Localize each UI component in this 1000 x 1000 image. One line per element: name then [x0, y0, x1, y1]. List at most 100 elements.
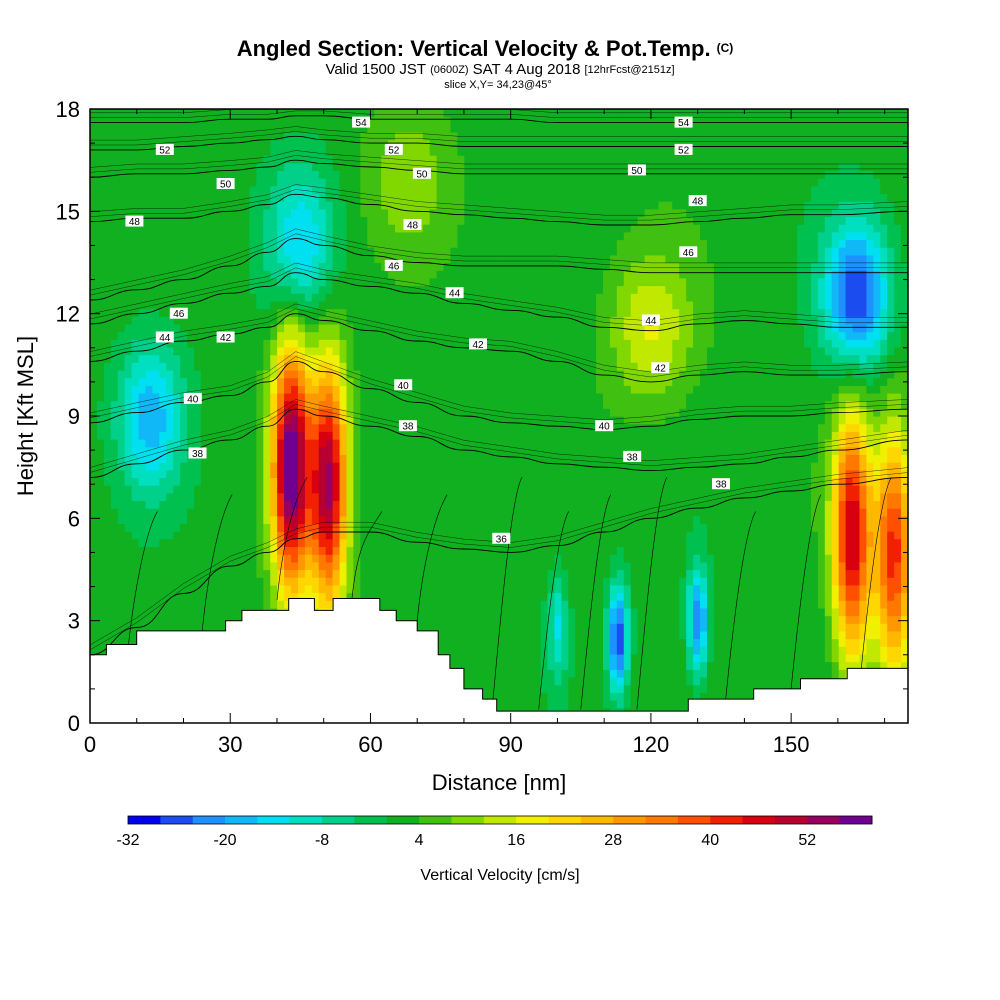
field-cell: [187, 247, 195, 256]
field-cell: [214, 392, 223, 402]
field-cell: [492, 492, 500, 502]
field-cell: [353, 385, 361, 394]
field-cell: [124, 254, 133, 264]
field-cell: [339, 170, 348, 179]
field-cell: [325, 469, 334, 479]
field-cell: [318, 554, 327, 563]
field-cell: [436, 408, 445, 417]
field-cell: [256, 500, 264, 509]
field-cell: [187, 454, 195, 463]
field-cell: [304, 270, 313, 279]
field-cell: [325, 323, 334, 333]
field-cell: [311, 270, 320, 279]
field-cell: [207, 508, 216, 517]
field-cell: [388, 277, 396, 287]
field-cell: [193, 431, 202, 440]
field-cell: [103, 262, 112, 271]
field-cell: [96, 630, 105, 640]
field-cell: [429, 109, 438, 118]
field-cell: [297, 193, 306, 202]
field-cell: [124, 300, 133, 310]
field-cell: [124, 285, 133, 294]
field-cell: [152, 561, 160, 571]
field-cell: [492, 684, 500, 693]
field-cell: [228, 615, 237, 624]
field-cell: [395, 339, 403, 348]
field-cell: [492, 277, 500, 287]
field-cell: [159, 615, 167, 624]
field-cell: [200, 477, 209, 486]
field-cell: [187, 385, 195, 394]
field-cell: [485, 661, 493, 670]
field-cell: [450, 277, 458, 287]
field-cell: [457, 331, 465, 340]
field-cell: [145, 362, 153, 371]
field-cell: [443, 577, 452, 586]
field-cell: [346, 477, 355, 486]
field-cell: [388, 584, 396, 594]
field-cell: [325, 208, 334, 218]
field-cell: [381, 185, 389, 195]
field-cell: [436, 477, 445, 486]
field-cell: [117, 346, 126, 356]
field-cell: [166, 531, 174, 540]
field-cell: [422, 623, 431, 632]
field-cell: [297, 500, 306, 509]
field-cell: [325, 569, 334, 578]
field-cell: [360, 216, 368, 225]
field-cell: [304, 584, 313, 594]
field-cell: [471, 385, 479, 394]
field-cell: [353, 339, 361, 348]
field-cell: [388, 439, 396, 448]
field-cell: [235, 201, 244, 210]
field-cell: [96, 492, 105, 502]
field-cell: [499, 254, 507, 264]
field-cell: [318, 538, 327, 548]
field-cell: [214, 132, 223, 141]
field-cell: [207, 515, 216, 525]
field-cell: [478, 523, 486, 532]
field-cell: [249, 170, 257, 179]
field-cell: [297, 554, 306, 563]
field-cell: [110, 385, 119, 394]
field-cell: [318, 339, 327, 348]
field-cell: [346, 185, 355, 195]
field-cell: [193, 515, 202, 525]
field-cell: [339, 362, 348, 371]
field-cell: [138, 132, 147, 141]
field-cell: [291, 216, 299, 225]
field-cell: [492, 346, 500, 356]
field-cell: [485, 692, 493, 701]
field-cell: [131, 147, 140, 156]
field-cell: [485, 178, 493, 187]
field-cell: [173, 508, 181, 517]
field-cell: [90, 431, 98, 440]
field-cell: [131, 178, 140, 187]
field-cell: [124, 577, 133, 586]
field-cell: [353, 323, 361, 333]
field-cell: [464, 669, 472, 678]
field-cell: [193, 139, 202, 148]
field-cell: [318, 124, 327, 133]
field-cell: [145, 293, 153, 302]
field-cell: [297, 538, 306, 548]
field-cell: [124, 231, 133, 241]
field-cell: [395, 523, 403, 532]
field-cell: [256, 247, 264, 256]
field-cell: [332, 147, 341, 156]
field-cell: [200, 515, 209, 525]
field-cell: [408, 155, 417, 164]
field-cell: [450, 385, 458, 394]
field-cell: [277, 600, 285, 609]
field-cell: [381, 124, 389, 133]
field-cell: [249, 392, 257, 402]
field-cell: [381, 339, 389, 348]
field-cell: [159, 116, 167, 125]
field-cell: [443, 592, 452, 601]
field-cell: [173, 492, 181, 502]
field-cell: [90, 469, 98, 479]
field-cell: [422, 385, 431, 394]
field-cell: [242, 531, 251, 540]
field-cell: [117, 492, 126, 502]
field-cell: [505, 362, 514, 371]
